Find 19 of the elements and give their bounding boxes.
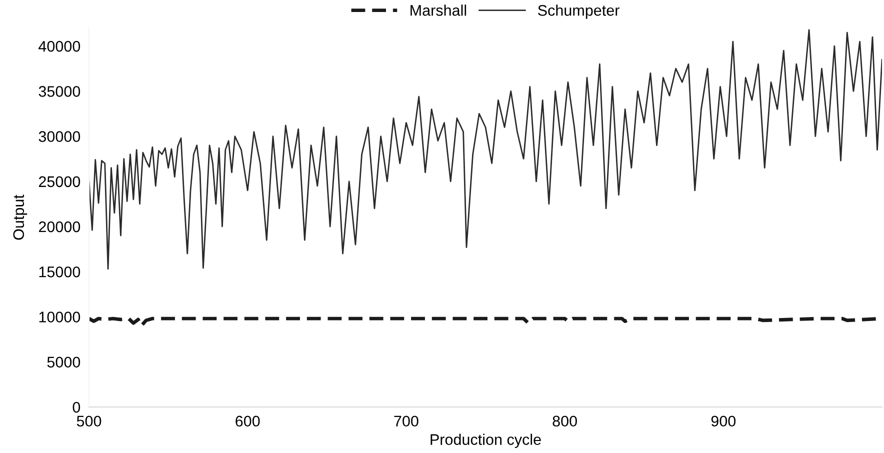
legend-label: Schumpeter (538, 4, 620, 19)
y-axis-title: Output (13, 194, 28, 240)
x-tick-label: 500 (76, 416, 102, 427)
y-tick-label: 25000 (38, 176, 80, 188)
x-tick-label: 600 (236, 416, 260, 427)
y-tick-label: 20000 (38, 221, 80, 232)
y-tick-label: 5000 (47, 356, 80, 368)
y-tick-label: 30000 (38, 131, 80, 142)
legend-label: Marshall (410, 4, 466, 16)
x-tick-label: 800 (552, 416, 577, 427)
y-tick-label: 35000 (38, 86, 80, 97)
y-tick-label: 15000 (39, 266, 80, 278)
x-axis-title: Production cycle (430, 434, 541, 448)
x-tick-label: 700 (394, 416, 418, 427)
line-series (89, 29, 882, 270)
y-tick-label: 10000 (39, 312, 80, 322)
x-tick-label: 900 (711, 416, 736, 427)
y-tick-label: 40000 (38, 40, 80, 52)
y-tick-label: 0 (72, 402, 80, 413)
